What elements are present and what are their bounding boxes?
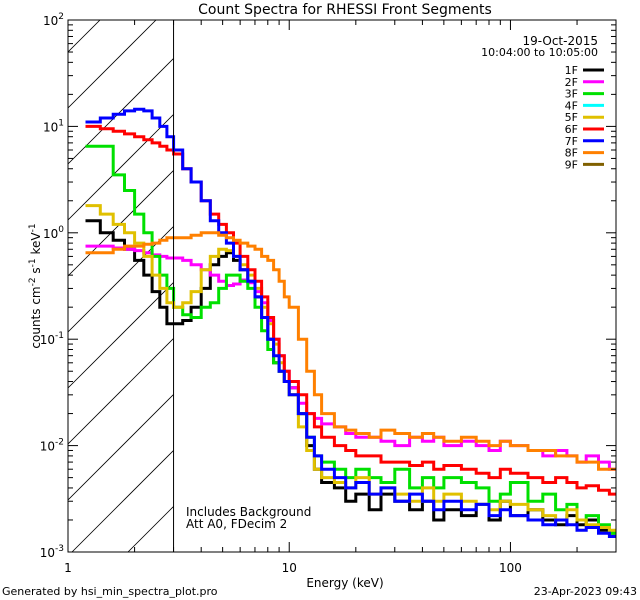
x-tick-label: 10 xyxy=(282,561,297,575)
y-tick-label: 10-3 xyxy=(40,544,64,560)
annotation-attenuator: Att A0, FDecim 2 xyxy=(186,517,287,531)
footer-timestamp: 23-Apr-2023 09:43 xyxy=(534,585,637,598)
x-tick-label: 1 xyxy=(64,561,72,575)
legend-label-1F: 1F xyxy=(565,64,578,77)
series-line-5F xyxy=(85,204,616,532)
hatch-line xyxy=(68,394,174,501)
series-line-3F xyxy=(85,144,616,535)
chart-title: Count Spectra for RHESSI Front Segments xyxy=(198,2,492,18)
hatch-line xyxy=(68,20,157,109)
annotation-background: Includes Background xyxy=(186,505,311,519)
series-line-8F xyxy=(85,231,616,471)
y-tick-label: 10-1 xyxy=(40,331,64,347)
y-tick-label: 10-2 xyxy=(40,438,64,454)
footer-generated-by: Generated by hsi_min_spectra_plot.pro xyxy=(2,585,218,598)
y-axis-label: counts cm-2 s-1 keV-1 xyxy=(28,223,43,348)
legend-label-4F: 4F xyxy=(565,99,578,112)
legend-label-3F: 3F xyxy=(565,88,578,101)
axes-layer: 1 10 100 10-3 10-2 10-1 100 101 102 xyxy=(40,12,617,575)
hatch-line xyxy=(68,338,174,445)
x-axis-label: Energy (keV) xyxy=(306,576,383,590)
hatch-line xyxy=(68,282,174,389)
hatch-line xyxy=(68,114,174,221)
legend-label-7F: 7F xyxy=(565,135,578,148)
legend-label-9F: 9F xyxy=(565,158,578,171)
time-range-label: 10:04:00 to 10:05:00 xyxy=(481,46,598,59)
series-layer xyxy=(85,107,616,538)
hatch-line xyxy=(127,506,174,552)
hatch-line xyxy=(68,20,101,53)
y-tick-label: 100 xyxy=(43,225,64,241)
background-hatch-region xyxy=(68,20,174,552)
hatch-line xyxy=(71,450,174,552)
y-tick-label: 101 xyxy=(43,118,64,134)
legend-label-5F: 5F xyxy=(565,111,578,124)
plot-frame xyxy=(67,19,617,553)
hatch-line xyxy=(68,58,174,165)
x-tick-label: 100 xyxy=(499,561,522,575)
legend-label-6F: 6F xyxy=(565,123,578,136)
date-label: 19-Oct-2015 xyxy=(522,34,598,48)
y-tick-label: 102 xyxy=(43,12,64,28)
legend-label-8F: 8F xyxy=(565,147,578,160)
legend-label-2F: 2F xyxy=(565,76,578,89)
